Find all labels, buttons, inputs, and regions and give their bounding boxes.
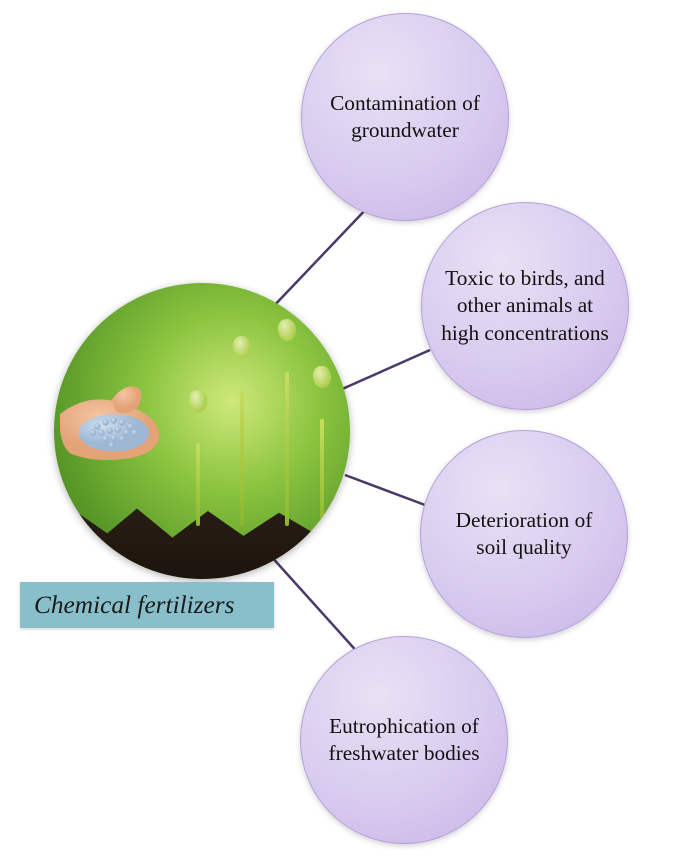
hand-with-pellets	[60, 372, 184, 467]
plant-stem	[240, 390, 244, 526]
effect-text: Deterioration of soil quality	[439, 507, 609, 562]
effect-text: Toxic to birds, and other animals at hig…	[440, 265, 610, 347]
effect-node-toxic: Toxic to birds, and other animals at hig…	[421, 202, 629, 410]
effect-text: Eutrophication of freshwater bodies	[319, 713, 489, 768]
connector-line	[340, 350, 430, 390]
plant-stem	[196, 443, 200, 526]
plant-stem	[320, 419, 324, 526]
effect-node-soil: Deterioration of soil quality	[420, 430, 628, 638]
plant-stem	[285, 372, 289, 526]
central-label: Chemical fertilizers	[20, 582, 274, 628]
central-image-scene	[54, 283, 350, 579]
central-label-text: Chemical fertilizers	[34, 591, 235, 620]
diagram-canvas: Chemical fertilizers Contamination of gr…	[0, 0, 685, 866]
effect-text: Contamination of groundwater	[320, 90, 490, 145]
effect-node-eutrophication: Eutrophication of freshwater bodies	[300, 636, 508, 844]
effect-node-contamination: Contamination of groundwater	[301, 13, 509, 221]
connector-line	[345, 475, 425, 505]
central-node	[54, 283, 350, 579]
